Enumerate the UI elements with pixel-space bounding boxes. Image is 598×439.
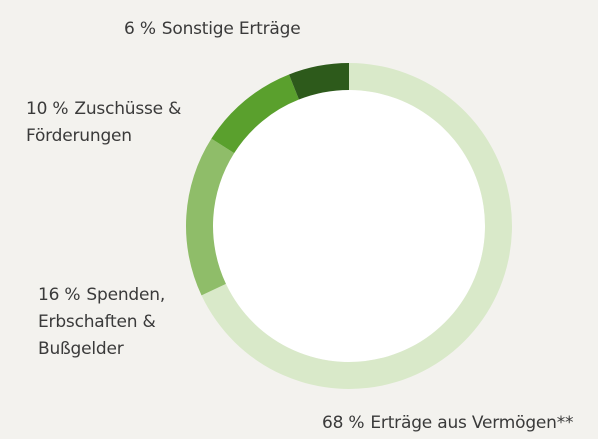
slice-label: 6 % Sonstige Erträge — [124, 16, 364, 43]
value-label: 68 % — [322, 413, 365, 433]
value-label: 6 % — [124, 19, 156, 39]
category-label: Spenden, Erbschaften & Bußgelder — [38, 285, 166, 359]
category-label: Erträge aus Vermögen** — [370, 413, 574, 433]
donut-hole — [213, 90, 485, 362]
donut-slice — [288, 63, 349, 100]
donut-slice — [211, 74, 299, 154]
value-label: 16 % — [38, 285, 81, 305]
category-label: Zuschüsse & Förderungen — [26, 99, 182, 146]
category-label: Sonstige Erträge — [161, 19, 301, 39]
slice-label: 68 % Erträge aus Vermögen** — [322, 410, 598, 437]
slice-label: 16 % Spenden, Erbschaften & Bußgelder — [38, 282, 188, 363]
donut-slice — [186, 138, 235, 296]
slice-label: 10 % Zuschüsse & Förderungen — [26, 96, 201, 150]
value-label: 10 % — [26, 99, 69, 119]
